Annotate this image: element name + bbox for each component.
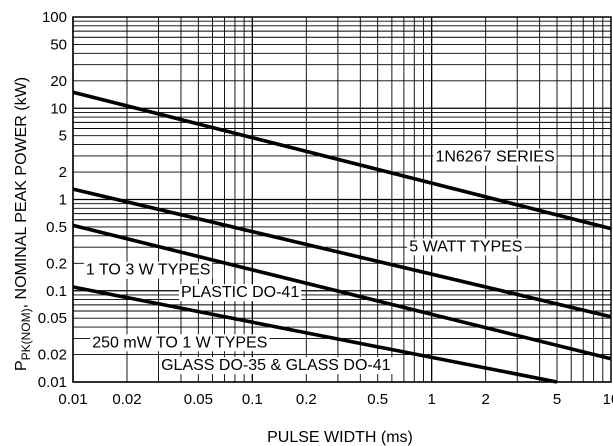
- series-line-3: [72, 223, 612, 361]
- x-tick-label: 1: [427, 391, 435, 408]
- grid: [72, 16, 612, 383]
- annotation-label: 1 TO 3 W TYPES: [86, 262, 211, 279]
- y-tick-label: 0.5: [46, 219, 67, 236]
- x-tick-label: 10: [603, 391, 613, 408]
- series-line-1: [72, 90, 612, 231]
- annotations: 1N6267 SERIES 5 WATT TYPES 1 TO 3 W TYPES P…: [83, 148, 557, 375]
- annotation-label: PLASTIC DO-41: [181, 284, 299, 301]
- series-lines: [72, 90, 612, 384]
- y-tick-label: 2: [59, 164, 67, 181]
- x-tick-label: 5: [553, 391, 561, 408]
- annotation-label: 1N6267 SERIES: [435, 149, 554, 166]
- x-tick-label: 2: [481, 391, 489, 408]
- y-tick-label: 0.1: [46, 283, 67, 300]
- x-tick-label: 0.01: [58, 391, 87, 408]
- x-tick-label: 0.2: [296, 391, 317, 408]
- series-annotation: 1 TO 3 W TYPES: [83, 261, 213, 279]
- annotation-background: [407, 238, 525, 256]
- annotation-background: [90, 334, 270, 352]
- tick-labels: 0.01 0.02 0.05 0.1 0.2 0.5 1 2 5 10 0.01 0.02 0.05 0.…: [38, 9, 613, 408]
- y-tick-label: 50: [50, 36, 67, 53]
- annotation-background: [178, 284, 302, 302]
- series-line-2: [72, 187, 612, 319]
- x-tick-label: 0.02: [112, 391, 141, 408]
- annotation-background: [83, 261, 213, 279]
- series-line-4: [72, 285, 558, 384]
- annotation-label: 5 WATT TYPES: [409, 238, 522, 255]
- x-tick-label: 0.05: [184, 391, 213, 408]
- y-tick-label: 1: [59, 192, 67, 209]
- plot-frame: [72, 16, 612, 383]
- x-axis-label: PULSE WIDTH (ms): [267, 429, 413, 446]
- x-tick-label: 0.5: [367, 391, 388, 408]
- annotation-background: [159, 357, 393, 375]
- x-tick-label: 0.1: [242, 391, 263, 408]
- y-tick-label: 100: [42, 9, 67, 26]
- y-axis-label-main: P: [13, 360, 30, 371]
- series-annotation: 5 WATT TYPES: [407, 238, 525, 256]
- series-annotation: PLASTIC DO-41: [178, 284, 302, 302]
- y-axis-label: PPK(NOM), NOMINAL PEAK POWER (kW): [13, 77, 33, 371]
- series-annotation: 250 mW TO 1 W TYPES: [90, 334, 270, 352]
- y-tick-label: 5: [59, 128, 67, 145]
- y-axis-label-sub: PK(NOM): [19, 308, 33, 360]
- annotation-label: GLASS DO-35 & GLASS DO-41: [161, 357, 391, 374]
- y-tick-label: 0.01: [38, 374, 67, 391]
- series-annotation: GLASS DO-35 & GLASS DO-41: [159, 357, 393, 375]
- y-tick-label: 0.2: [46, 255, 67, 272]
- annotation-background: [433, 148, 557, 166]
- series-annotation: 1N6267 SERIES: [433, 148, 557, 166]
- annotation-label: 250 mW TO 1 W TYPES: [92, 334, 267, 351]
- y-axis-label-rest: , NOMINAL PEAK POWER (kW): [13, 77, 30, 308]
- y-tick-label: 20: [50, 73, 67, 90]
- y-tick-label: 0.02: [38, 347, 67, 364]
- y-tick-label: 0.05: [38, 310, 67, 327]
- y-tick-label: 10: [50, 100, 67, 117]
